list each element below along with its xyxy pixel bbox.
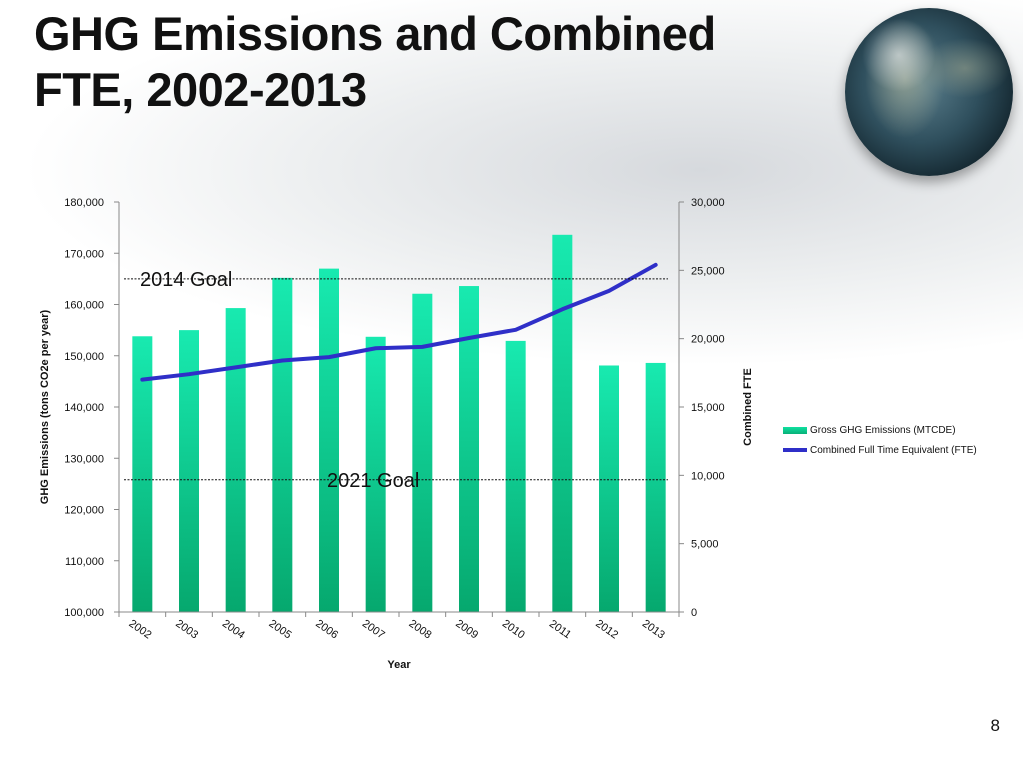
x-tick-label: 2002 — [127, 618, 154, 642]
left-tick-label: 140,000 — [64, 402, 104, 414]
legend-swatch-bar — [783, 426, 807, 434]
bar-2012 — [599, 365, 619, 612]
left-tick-label: 160,000 — [64, 300, 104, 312]
slide-title: GHG Emissions and Combined FTE, 2002-201… — [34, 6, 834, 118]
fte-point-2013 — [654, 263, 658, 267]
right-tick-label: 30,000 — [691, 197, 725, 209]
bar-2005 — [272, 277, 293, 612]
left-tick-label: 130,000 — [64, 453, 104, 465]
x-tick-label: 2005 — [267, 618, 294, 642]
legend-swatch-line — [783, 448, 807, 452]
x-tick-label: 2009 — [453, 618, 480, 642]
x-tick-label: 2012 — [593, 618, 620, 642]
left-tick-label: 150,000 — [64, 351, 104, 363]
fte-point-2007 — [374, 346, 378, 350]
left-tick-label: 170,000 — [64, 248, 104, 260]
globe-image — [845, 8, 1013, 176]
fte-point-2009 — [467, 336, 471, 340]
fte-point-2008 — [420, 345, 424, 349]
legend-label-fte: Combined Full Time Equivalent (FTE) — [810, 444, 977, 456]
right-tick-label: 15,000 — [691, 402, 725, 414]
page-number: 8 — [990, 716, 1000, 735]
goal-label-1: 2014 Goal — [140, 269, 232, 291]
slide-title-line-1: GHG Emissions and Combined — [34, 7, 716, 60]
right-tick-label: 0 — [691, 607, 697, 619]
left-tick-label: 110,000 — [65, 556, 104, 568]
legend-item-fte: Combined Full Time Equivalent (FTE) — [783, 440, 977, 460]
bar-2009 — [459, 286, 479, 612]
y2-axis-title: Combined FTE — [742, 368, 754, 446]
x-tick-label: 2013 — [640, 618, 667, 642]
bar-2013 — [645, 362, 666, 612]
x-tick-label: 2010 — [500, 618, 527, 642]
fte-point-2012 — [607, 289, 611, 293]
chart-legend: Gross GHG Emissions (MTCDE) Combined Ful… — [783, 420, 977, 460]
x-tick-label: 2011 — [547, 618, 573, 641]
legend-label-emissions: Gross GHG Emissions (MTCDE) — [810, 424, 956, 436]
fte-point-2005 — [280, 359, 284, 363]
legend-item-emissions: Gross GHG Emissions (MTCDE) — [783, 420, 977, 440]
fte-point-2011 — [560, 307, 564, 311]
left-tick-label: 100,000 — [64, 607, 104, 619]
right-tick-label: 5,000 — [691, 539, 719, 551]
bar-2011 — [552, 234, 573, 613]
left-tick-label: 120,000 — [64, 505, 104, 517]
x-tick-label: 2006 — [313, 618, 340, 642]
right-tick-label: 25,000 — [691, 265, 725, 277]
x-axis-title: Year — [387, 659, 411, 671]
fte-line-series — [140, 262, 658, 382]
bar-2006 — [319, 268, 339, 612]
x-tick-label: 2007 — [360, 618, 387, 642]
fte-point-2006 — [327, 355, 331, 359]
fte-point-2010 — [514, 328, 518, 332]
fte-point-2002 — [140, 378, 144, 382]
bar-2007 — [365, 336, 386, 612]
left-tick-label: 180,000 — [64, 197, 104, 209]
bar-2004 — [225, 308, 246, 612]
right-tick-label: 20,000 — [691, 334, 725, 346]
goal-label-2: 2021 Goal — [327, 470, 419, 492]
slide-title-line-2: FTE, 2002-2013 — [34, 63, 367, 116]
fte-point-2003 — [187, 372, 191, 376]
right-tick-label: 10,000 — [691, 470, 725, 482]
bar-2008 — [412, 293, 433, 612]
x-tick-label: 2004 — [220, 618, 247, 642]
x-tick-label: 2003 — [173, 618, 200, 642]
bar-2003 — [179, 330, 199, 612]
x-tick-label: 2008 — [407, 618, 434, 642]
y-axis-title: GHG Emissions (tons CO2e per year) — [39, 309, 51, 504]
bar-2010 — [505, 340, 526, 612]
fte-point-2004 — [234, 365, 238, 369]
bar-2002 — [132, 336, 153, 612]
